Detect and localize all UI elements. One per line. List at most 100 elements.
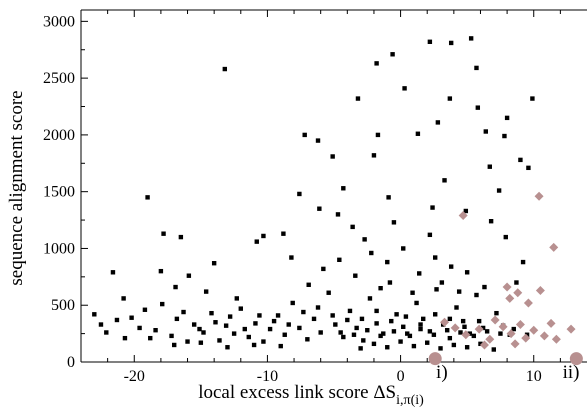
data-point-square (197, 326, 202, 332)
ticks-layer: -20 -10 0 10 0 500 1000 1500 2000 2500 3000 (43, 10, 561, 385)
data-point-square (439, 280, 445, 285)
data-point-square (185, 339, 190, 344)
y-tick-label: 2500 (43, 70, 75, 87)
data-point-square (389, 318, 394, 324)
data-point-square (530, 96, 535, 101)
data-point-square (371, 341, 377, 347)
data-point-square (209, 310, 214, 316)
data-point-square (354, 325, 359, 331)
annotation-i: i) (436, 362, 448, 383)
data-point-square (98, 322, 104, 327)
data-point-diamond (549, 242, 559, 252)
data-point-square (104, 330, 109, 335)
data-point-square (374, 321, 379, 326)
data-point-square (253, 321, 258, 326)
data-point-square (487, 164, 492, 169)
data-point-square (153, 328, 158, 333)
data-point-square (462, 324, 467, 329)
data-point-square (433, 255, 438, 260)
data-point-diamond (566, 324, 576, 334)
data-point-square (350, 224, 355, 230)
data-point-square (374, 61, 379, 66)
data-point-square (514, 280, 519, 285)
data-point-square (447, 316, 453, 322)
data-point-diamond (505, 293, 515, 303)
data-point-diamond (450, 323, 460, 333)
data-point-square (211, 261, 217, 266)
data-point-square (386, 195, 391, 200)
x-axis-label-main: local excess link score ΔS (198, 382, 396, 403)
data-point-square (444, 328, 450, 333)
y-tick-label: 2000 (43, 127, 75, 144)
data-point-square (173, 284, 178, 290)
data-point-square (302, 132, 307, 138)
data-point-square (471, 333, 477, 339)
data-point-square (203, 289, 209, 294)
data-point-diamond (523, 298, 533, 308)
data-point-diamond (458, 211, 468, 221)
data-point-square (330, 154, 335, 159)
data-point-square (317, 206, 322, 211)
data-point-square (475, 105, 481, 110)
data-point-square (491, 347, 496, 352)
data-point-square (290, 300, 295, 306)
data-point-square (223, 323, 229, 328)
data-point-circle (428, 352, 442, 366)
data-point-square (238, 306, 243, 311)
data-point-diamond (529, 325, 539, 335)
data-point-square (261, 339, 266, 344)
data-point-diamond (490, 315, 500, 325)
data-point-square (246, 334, 251, 340)
data-point-square (434, 287, 439, 292)
data-point-square (330, 313, 335, 318)
data-point-square (427, 39, 433, 44)
data-point-square (524, 332, 530, 337)
data-point-square (480, 325, 486, 331)
y-axis-label: sequence alignment score (6, 90, 27, 285)
data-point-square (448, 40, 454, 46)
data-point-square (467, 331, 473, 336)
data-point-square (347, 308, 353, 314)
data-point-square (378, 285, 383, 291)
data-point-square (518, 157, 523, 163)
data-point-square (430, 205, 435, 210)
y-tick-label: 1500 (43, 184, 75, 201)
data-point-square (431, 332, 437, 337)
data-point-square (114, 317, 120, 323)
data-point-square (341, 334, 346, 340)
data-point-square (447, 335, 453, 341)
data-point-square (326, 290, 331, 295)
data-point-square (464, 345, 470, 350)
data-point-square (315, 305, 321, 310)
data-point-square (391, 220, 397, 225)
data-point-square (484, 329, 490, 334)
data-point-square (129, 315, 134, 320)
data-point-square (254, 239, 259, 244)
data-point-square (418, 326, 423, 332)
x-tick-label: 10 (526, 368, 542, 385)
data-point-square (374, 308, 379, 314)
data-point-square (464, 270, 470, 275)
data-point-square (503, 234, 508, 240)
data-point-square (483, 129, 488, 134)
data-point-square (281, 231, 286, 236)
data-point-square (341, 186, 346, 191)
data-point-square (297, 191, 302, 197)
data-point-square (335, 212, 341, 217)
data-point-diamond (546, 318, 556, 328)
data-point-square (361, 338, 366, 343)
data-point-diamond (506, 329, 516, 339)
data-point-square (160, 301, 165, 307)
data-point-square (405, 331, 410, 336)
data-point-square (161, 231, 166, 236)
data-point-square (318, 330, 323, 335)
data-point-square (411, 343, 417, 349)
data-point-square (414, 300, 419, 306)
data-point-diamond (440, 317, 450, 327)
data-point-square (353, 273, 358, 278)
data-point-square (198, 340, 204, 345)
data-point-square (375, 132, 381, 138)
y-tick-label: 3000 (43, 13, 75, 30)
data-point-diamond (551, 334, 561, 344)
